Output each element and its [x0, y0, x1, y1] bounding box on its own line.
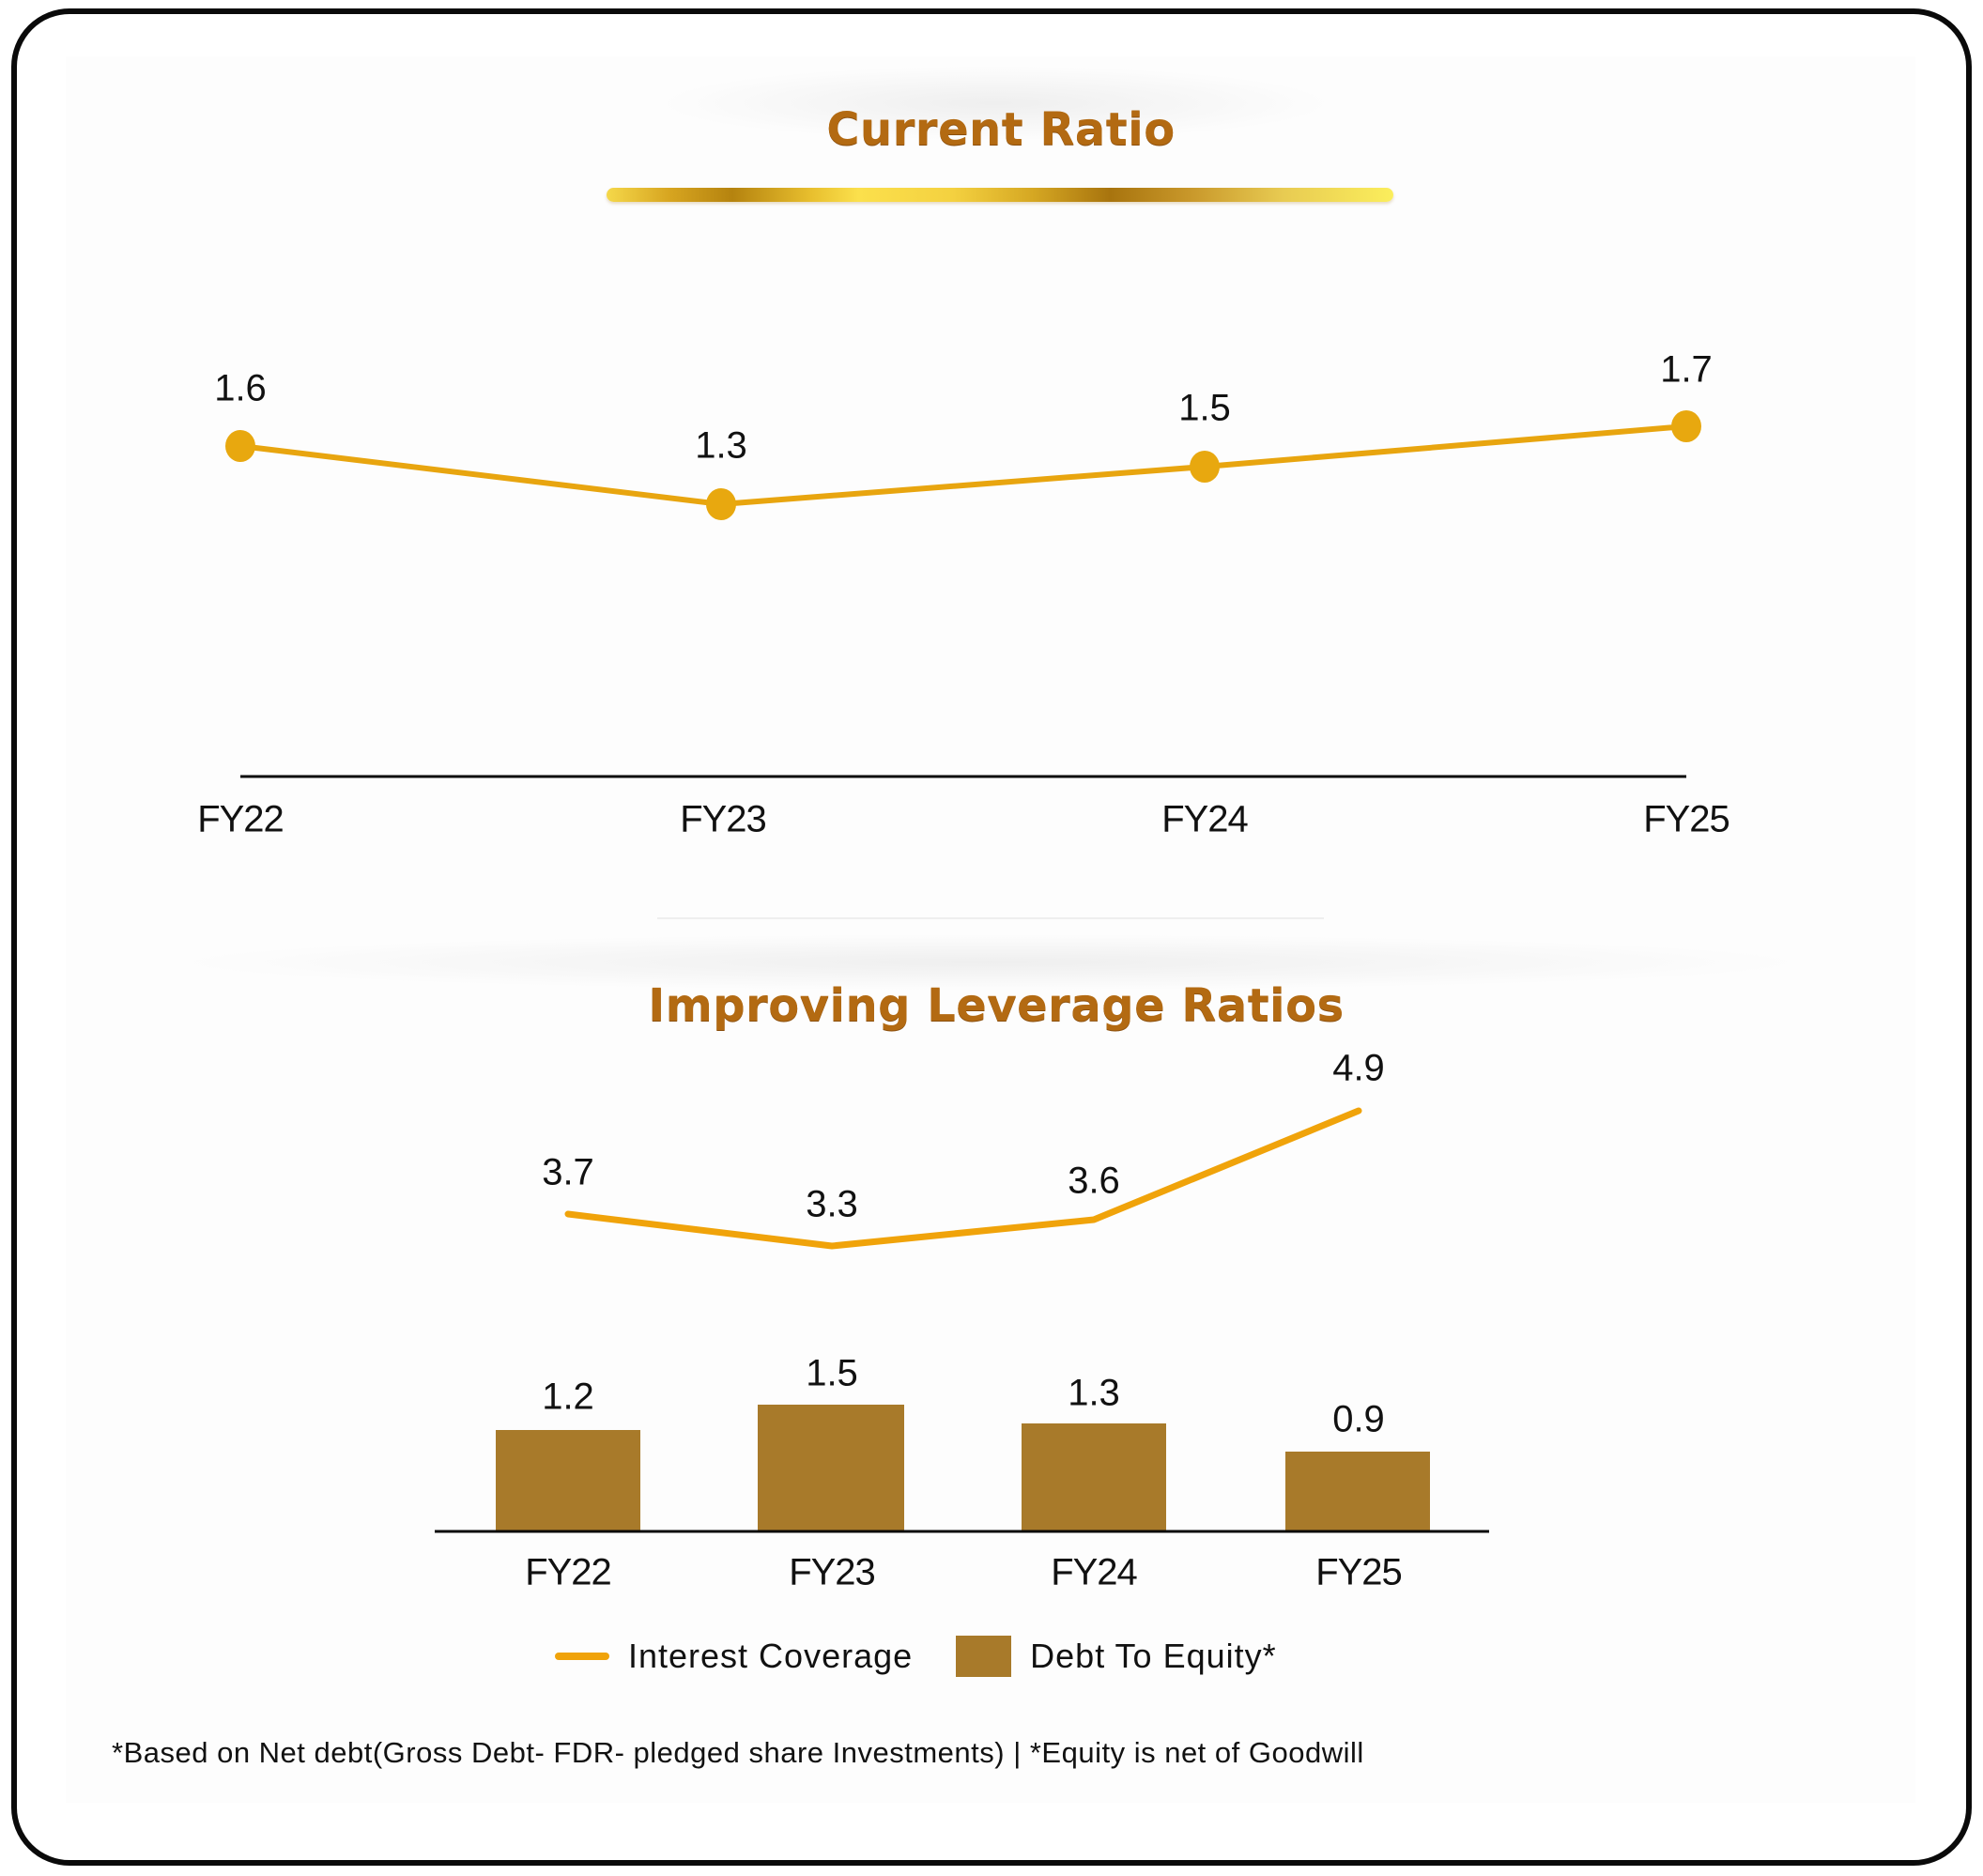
interest-label-fy22: 3.7	[542, 1151, 594, 1193]
x-label-fy24: FY24	[1161, 798, 1249, 840]
dte-label-fy22: 1.2	[542, 1376, 594, 1418]
lev-x-label-fy23: FY23	[789, 1551, 876, 1593]
lev-x-label-fy22: FY22	[525, 1551, 612, 1593]
footnote: *Based on Net debt(Gross Debt- FDR- pled…	[112, 1736, 1364, 1769]
gold-divider	[607, 188, 1393, 202]
interest-coverage-line	[564, 1107, 1362, 1250]
bar-fy24	[1022, 1423, 1166, 1531]
dte-label-fy24: 1.3	[1068, 1372, 1120, 1414]
debt-to-equity-bars	[496, 1405, 1430, 1531]
leverage-title: Improving Leverage Ratios	[648, 979, 1345, 1032]
data-point-fy25	[1671, 410, 1701, 442]
lev-x-label-fy25: FY25	[1315, 1551, 1403, 1593]
x-label-fy23: FY23	[680, 798, 767, 840]
content-panel	[66, 56, 1915, 1803]
interest-label-fy23: 3.3	[806, 1183, 858, 1225]
legend-line-swatch-icon	[555, 1653, 609, 1660]
dte-label-fy23: 1.5	[806, 1352, 858, 1394]
data-point-fy23	[706, 488, 736, 520]
bar-fy22	[496, 1430, 640, 1531]
interest-label-fy25: 4.9	[1332, 1047, 1385, 1089]
legend-interest-coverage: Interest Coverage	[628, 1637, 914, 1675]
title-glow	[657, 66, 1333, 141]
x-label-fy25: FY25	[1643, 798, 1730, 840]
data-point-fy24	[1190, 451, 1220, 483]
data-label-fy24: 1.5	[1178, 387, 1231, 429]
x-label-fy22: FY22	[197, 798, 284, 840]
legend-bar-swatch-icon	[956, 1636, 1012, 1677]
bar-fy25	[1285, 1452, 1430, 1531]
lev-x-label-fy24: FY24	[1051, 1551, 1138, 1593]
data-label-fy23: 1.3	[695, 424, 747, 467]
bar-fy23	[758, 1405, 904, 1531]
section-glow	[169, 934, 1812, 991]
data-point-fy22	[225, 430, 255, 462]
current-ratio-line-series	[225, 410, 1701, 520]
legend-debt-to-equity: Debt To Equity*	[1030, 1637, 1277, 1675]
dte-label-fy25: 0.9	[1332, 1398, 1385, 1440]
data-label-fy22: 1.6	[214, 367, 267, 409]
data-label-fy25: 1.7	[1660, 348, 1713, 391]
current-ratio-title: Current Ratio	[826, 103, 1176, 156]
legend: Interest Coverage Debt To Equity*	[555, 1635, 1277, 1678]
interest-label-fy24: 3.6	[1068, 1160, 1120, 1202]
